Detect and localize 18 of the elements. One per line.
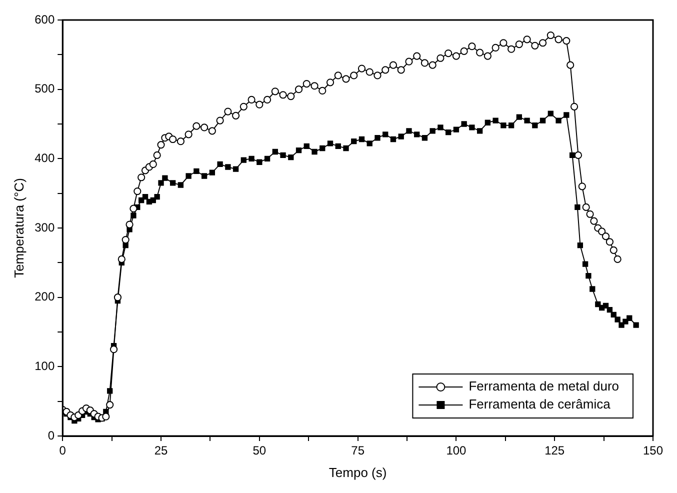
y-tick-label: 200 <box>34 290 55 304</box>
y-tick-label: 0 <box>48 428 55 442</box>
x-axis-title: Tempo (s) <box>328 464 387 480</box>
y-tick-label: 600 <box>34 12 55 26</box>
y-tick-label: 500 <box>34 82 55 96</box>
x-tick-label: 150 <box>642 444 664 458</box>
x-tick-label: 0 <box>59 444 66 458</box>
y-tick-label: 100 <box>34 358 55 373</box>
x-tick-label: 125 <box>544 444 565 458</box>
y-tick-label: 300 <box>34 220 55 234</box>
x-tick-label: 100 <box>446 444 467 458</box>
legend-label: Ferramenta de cerâmica <box>468 396 612 412</box>
y-tick-label: 400 <box>34 150 55 165</box>
x-tick-label: 50 <box>252 444 266 458</box>
x-tick-label: 25 <box>154 444 168 458</box>
x-tick-label: 75 <box>351 444 365 458</box>
legend-label: Ferramenta de metal duro <box>468 378 620 394</box>
y-axis-title: Temperatura (°C) <box>11 178 26 278</box>
